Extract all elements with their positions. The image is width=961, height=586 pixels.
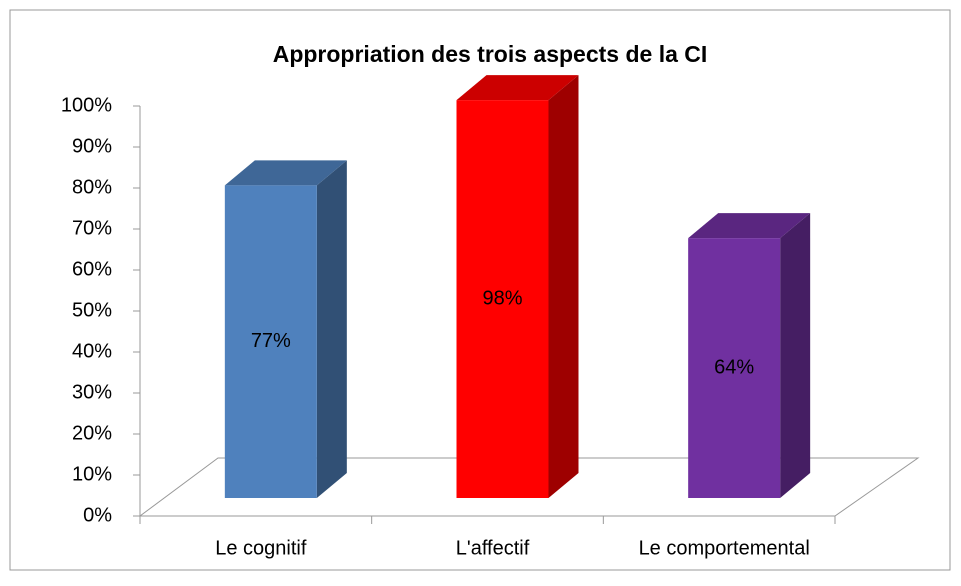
data-label: 98%: [482, 287, 522, 309]
bar: [456, 75, 579, 499]
bar-front: [688, 238, 781, 498]
y-tick-label: 20%: [72, 422, 112, 444]
bar: [224, 160, 347, 498]
bar-front: [456, 100, 549, 499]
y-tick-label: 60%: [72, 258, 112, 280]
bar: [688, 213, 811, 498]
x-tick-label: Le comportemental: [639, 537, 810, 559]
y-tick-label: 50%: [72, 299, 112, 321]
data-label: 64%: [714, 356, 754, 378]
y-tick-label: 90%: [72, 135, 112, 157]
y-tick-label: 80%: [72, 176, 112, 198]
bar-front: [224, 185, 317, 498]
y-tick-label: 10%: [72, 463, 112, 485]
bar-top: [456, 75, 579, 101]
bar-side: [316, 160, 347, 498]
bar-side: [548, 75, 579, 499]
bar-top: [224, 160, 347, 186]
y-tick-label: 70%: [72, 217, 112, 239]
data-label: 77%: [251, 330, 291, 352]
bar-side: [780, 213, 811, 498]
x-tick-label: Le cognitif: [215, 537, 307, 559]
y-tick-label: 40%: [72, 340, 112, 362]
x-tick-label: L'affectif: [456, 537, 530, 559]
y-tick-label: 30%: [72, 381, 112, 403]
y-tick-label: 100%: [61, 94, 112, 116]
bar-top: [688, 213, 811, 239]
y-tick-label: 0%: [83, 504, 112, 526]
chart-title: Appropriation des trois aspects de la CI: [273, 41, 708, 67]
